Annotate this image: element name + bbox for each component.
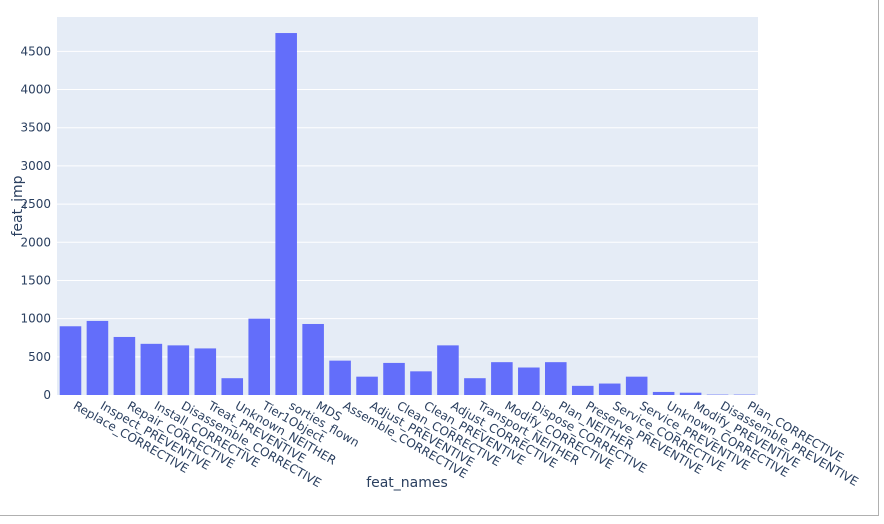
- plot-background: [57, 17, 758, 395]
- bar-service-preventive[interactable]: [626, 377, 648, 395]
- bar-sorties-flown[interactable]: [275, 33, 297, 395]
- bar-adjust-corrective[interactable]: [437, 345, 459, 395]
- bar-service-corrective[interactable]: [599, 384, 621, 395]
- bar-plan-neither[interactable]: [545, 362, 567, 395]
- bar-unknown-corrective[interactable]: [653, 392, 675, 395]
- bar-unknown-neither[interactable]: [221, 378, 243, 395]
- y-tick-label: 3500: [20, 121, 51, 135]
- bar-clean-preventive[interactable]: [410, 371, 432, 395]
- y-tick-label: 1500: [20, 273, 51, 287]
- x-axis-title: feat_names: [366, 475, 448, 491]
- y-tick-label: 4000: [20, 83, 51, 97]
- bar-adjust-preventive[interactable]: [356, 377, 378, 395]
- bar-disassemble-corrective[interactable]: [168, 345, 190, 395]
- y-tick-label: 0: [43, 388, 51, 402]
- bar-preserve-preventive[interactable]: [572, 386, 594, 395]
- y-tick-label: 1000: [20, 312, 51, 326]
- bar-tier1object[interactable]: [248, 319, 270, 395]
- bar-assemble-corrective[interactable]: [329, 361, 351, 395]
- bar-modify-corrective[interactable]: [491, 362, 513, 395]
- bar-mds[interactable]: [302, 324, 324, 395]
- bar-dispose-corrective[interactable]: [518, 368, 540, 395]
- bar-modify-preventive[interactable]: [680, 393, 702, 395]
- bar-transport-neither[interactable]: [464, 378, 486, 395]
- bar-install-corrective[interactable]: [141, 344, 163, 395]
- y-tick-label: 4500: [20, 44, 51, 58]
- frame-border-bottom: [0, 515, 879, 516]
- bar-treat-preventive[interactable]: [195, 348, 217, 395]
- bar-repair-corrective[interactable]: [114, 337, 136, 395]
- y-tick-label: 500: [28, 350, 51, 364]
- bar-replace-corrective[interactable]: [60, 326, 82, 395]
- x-tick-labels: Replace_CORRECTIVEInspect_PREVENTIVERepa…: [71, 398, 861, 490]
- bar-inspect-preventive[interactable]: [87, 321, 109, 395]
- frame-border-right: [878, 0, 879, 516]
- y-axis-title: feat_imp: [10, 175, 26, 236]
- y-tick-label: 3000: [20, 159, 51, 173]
- bar-clean-corrective[interactable]: [383, 363, 405, 395]
